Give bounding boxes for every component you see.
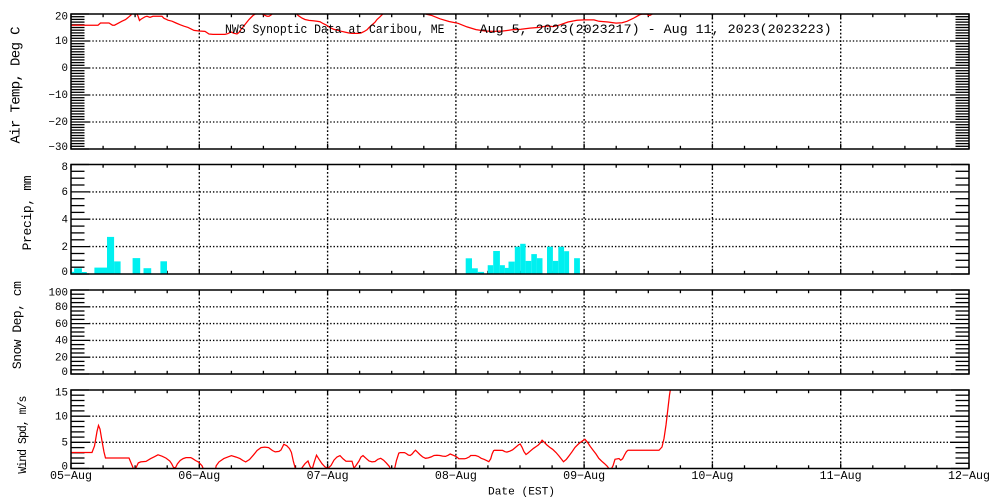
svg-text:2: 2 (62, 242, 68, 254)
svg-text:NWS Synoptic Data at Caribou,: NWS Synoptic Data at Caribou, ME (225, 22, 445, 37)
svg-text:15: 15 (55, 388, 68, 400)
svg-text:07−Aug: 07−Aug (307, 470, 349, 483)
svg-text:8: 8 (62, 162, 68, 174)
svg-text:08−Aug: 08−Aug (435, 470, 477, 483)
svg-text:10−Aug: 10−Aug (691, 470, 733, 483)
svg-text:0: 0 (62, 462, 68, 474)
svg-text:09−Aug: 09−Aug (563, 470, 605, 483)
svg-text:Date (EST): Date (EST) (488, 487, 555, 499)
svg-text:Air Temp, Deg C: Air Temp, Deg C (9, 27, 25, 144)
svg-text:6: 6 (62, 187, 68, 199)
svg-text:5: 5 (62, 438, 68, 450)
svg-text:80: 80 (55, 302, 68, 314)
svg-text:Snow Dep, cm: Snow Dep, cm (10, 281, 25, 369)
svg-text:11−Aug: 11−Aug (820, 470, 862, 483)
svg-text:−30: −30 (49, 142, 68, 154)
svg-text:0: 0 (62, 367, 68, 379)
svg-text:4: 4 (62, 214, 68, 226)
svg-text:40: 40 (55, 336, 68, 348)
svg-text:05−Aug: 05−Aug (50, 470, 92, 483)
svg-text:−10: −10 (49, 90, 68, 102)
svg-text:Precip, mm: Precip, mm (20, 175, 35, 250)
svg-text:0: 0 (62, 63, 68, 75)
svg-text:10: 10 (55, 36, 68, 48)
svg-text:20: 20 (55, 12, 68, 24)
svg-text:06−Aug: 06−Aug (178, 470, 220, 483)
svg-text:10: 10 (55, 411, 68, 423)
svg-text:0: 0 (62, 267, 68, 279)
svg-text:−20: −20 (49, 117, 68, 129)
svg-text:12−Aug: 12−Aug (948, 470, 990, 483)
svg-text:20: 20 (55, 352, 68, 364)
svg-text:Wind Spd, m/s: Wind Spd, m/s (17, 396, 30, 474)
svg-text:100: 100 (49, 288, 68, 300)
svg-text:60: 60 (55, 319, 68, 331)
svg-text:Aug 5, 2023(2023217) - Aug 11: Aug 5, 2023(2023217) - Aug 11, 2023(2023… (480, 22, 832, 37)
